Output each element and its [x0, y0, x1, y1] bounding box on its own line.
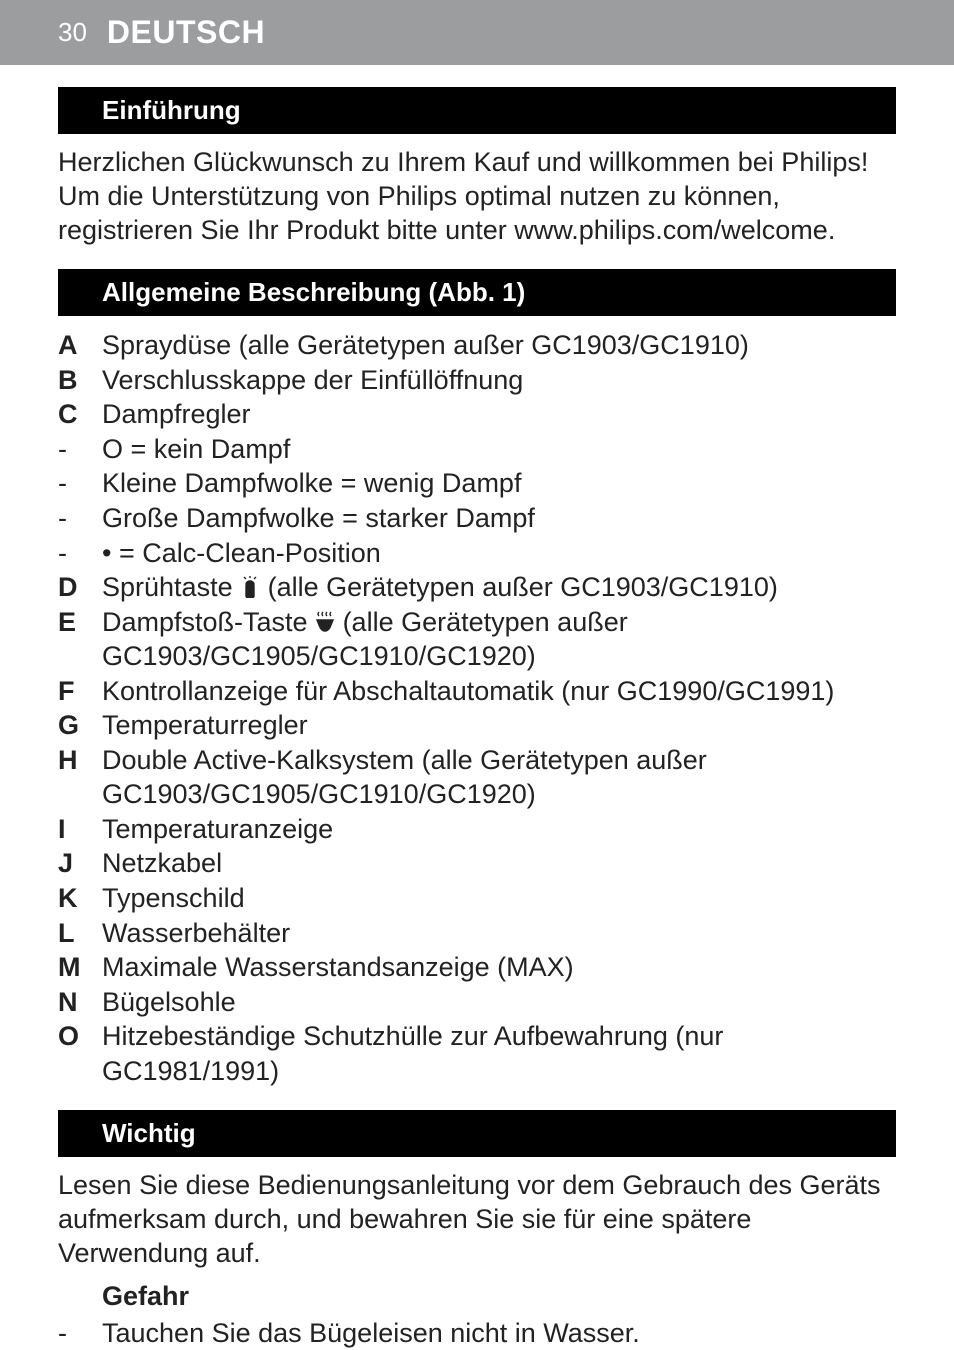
item-text: Typenschild	[102, 881, 896, 916]
list-item: A Spraydüse (alle Gerätetypen außer GC19…	[58, 328, 896, 363]
item-key: E	[58, 605, 102, 674]
item-key: A	[58, 328, 102, 363]
item-key: L	[58, 916, 102, 951]
list-item: G Temperaturregler	[58, 708, 896, 743]
list-item: B Verschlusskappe der Einfüllöffnung	[58, 363, 896, 398]
item-key: H	[58, 743, 102, 812]
list-item: N Bügelsohle	[58, 985, 896, 1020]
item-text: Dampfstoß-Taste (alle Gerätetypen außer …	[102, 605, 896, 674]
item-key: G	[58, 708, 102, 743]
list-item: C Dampfregler	[58, 397, 896, 432]
item-key: K	[58, 881, 102, 916]
item-text: Kleine Dampfwolke = wenig Dampf	[102, 466, 896, 501]
list-item: E Dampfstoß-Taste (alle Gerätetypen auße…	[58, 605, 896, 674]
section-heading-important: Wichtig	[58, 1110, 896, 1157]
text-part: (alle Gerätetypen außer GC1903/GC1910)	[260, 572, 778, 602]
dash-icon: -	[58, 501, 102, 536]
list-subitem: - Kleine Dampfwolke = wenig Dampf	[58, 466, 896, 501]
item-text: Wasserbehälter	[102, 916, 896, 951]
item-text: Double Active-Kalksystem (alle Gerätetyp…	[102, 743, 896, 812]
item-key: N	[58, 985, 102, 1020]
list-item: O Hitzebeständige Schutzhülle zur Aufbew…	[58, 1019, 896, 1088]
list-item: K Typenschild	[58, 881, 896, 916]
item-key: C	[58, 397, 102, 432]
dash-icon: -	[58, 536, 102, 571]
dash-icon: -	[58, 466, 102, 501]
item-key: O	[58, 1019, 102, 1088]
intro-text: Herzlichen Glückwunsch zu Ihrem Kauf und…	[58, 146, 896, 247]
list-item: M Maximale Wasserstandsanzeige (MAX)	[58, 950, 896, 985]
item-text: Bügelsohle	[102, 985, 896, 1020]
steam-boost-icon	[315, 607, 335, 629]
item-text: Kontrollanzeige für Abschaltautomatik (n…	[102, 674, 896, 709]
item-key: F	[58, 674, 102, 709]
item-text: Netzkabel	[102, 846, 896, 881]
general-list: A Spraydüse (alle Gerätetypen außer GC19…	[58, 328, 896, 1088]
page-content: Einführung Herzlichen Glückwunsch zu Ihr…	[0, 87, 954, 1350]
item-key: B	[58, 363, 102, 398]
section-heading-intro: Einführung	[58, 87, 896, 134]
language-label: DEUTSCH	[107, 14, 265, 51]
list-item: I Temperaturanzeige	[58, 812, 896, 847]
list-subitem: - • = Calc-Clean-Position	[58, 536, 896, 571]
list-item: L Wasserbehälter	[58, 916, 896, 951]
text-part: Sprühtaste	[102, 572, 240, 602]
page-header-band: 30 DEUTSCH	[0, 0, 954, 65]
text-part: Dampfstoß-Taste	[102, 607, 315, 637]
section-heading-general: Allgemeine Beschreibung (Abb. 1)	[58, 269, 896, 316]
item-text: Temperaturanzeige	[102, 812, 896, 847]
item-key: D	[58, 570, 102, 605]
list-item: D Sprühtaste (alle Gerätetypen außer GC1…	[58, 570, 896, 605]
item-text: Dampfregler	[102, 397, 896, 432]
item-text: Verschlusskappe der Einfüllöffnung	[102, 363, 896, 398]
item-text: O = kein Dampf	[102, 432, 896, 467]
important-text: Lesen Sie diese Bedienungsanleitung vor …	[58, 1169, 896, 1270]
item-text: Sprühtaste (alle Gerätetypen außer GC190…	[102, 570, 896, 605]
item-text: Hitzebeständige Schutzhülle zur Aufbewah…	[102, 1019, 896, 1088]
item-text: Große Dampfwolke = starker Dampf	[102, 501, 896, 536]
page-number: 30	[58, 17, 87, 48]
item-key: I	[58, 812, 102, 847]
item-text: Maximale Wasserstandsanzeige (MAX)	[102, 950, 896, 985]
list-subitem: - O = kein Dampf	[58, 432, 896, 467]
list-item: J Netzkabel	[58, 846, 896, 881]
list-item: F Kontrollanzeige für Abschaltautomatik …	[58, 674, 896, 709]
item-text: • = Calc-Clean-Position	[102, 536, 896, 571]
spray-icon	[240, 572, 260, 594]
item-key: M	[58, 950, 102, 985]
item-text: Temperaturregler	[102, 708, 896, 743]
list-item: H Double Active-Kalksystem (alle Gerätet…	[58, 743, 896, 812]
item-key: J	[58, 846, 102, 881]
subheading-danger: Gefahr	[58, 1281, 896, 1312]
dash-icon: -	[58, 432, 102, 467]
item-text: Spraydüse (alle Gerätetypen außer GC1903…	[102, 328, 896, 363]
list-subitem: - Große Dampfwolke = starker Dampf	[58, 501, 896, 536]
